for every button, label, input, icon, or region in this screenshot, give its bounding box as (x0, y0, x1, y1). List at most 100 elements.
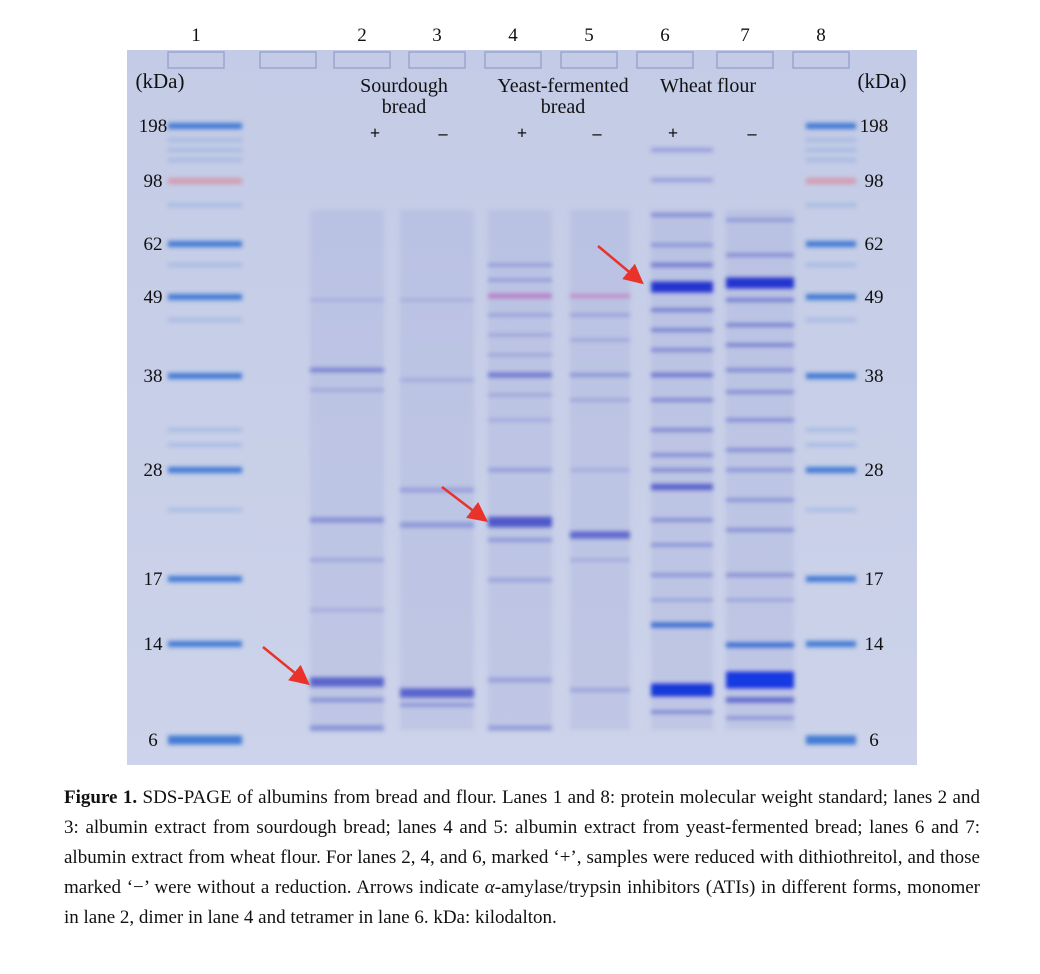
band (806, 508, 856, 512)
well (167, 51, 225, 69)
band (310, 388, 384, 392)
band (488, 278, 552, 282)
sign: + (370, 123, 380, 143)
band (726, 642, 794, 648)
band (726, 697, 794, 703)
band (806, 443, 856, 447)
group-label: Yeast-fermented (497, 75, 628, 97)
band (651, 428, 713, 432)
band (168, 148, 242, 152)
lane-number: 4 (508, 25, 518, 46)
well (792, 51, 850, 69)
caption-symbol: α (484, 877, 495, 898)
band (806, 428, 856, 432)
band (806, 576, 856, 582)
band (806, 148, 856, 152)
band (400, 688, 474, 698)
well (259, 51, 317, 69)
band (168, 641, 242, 647)
band (726, 277, 794, 289)
group-label: bread (541, 96, 585, 118)
band (310, 517, 384, 523)
band (488, 468, 552, 472)
band (400, 210, 474, 730)
band (488, 393, 552, 397)
band (310, 298, 384, 302)
band (806, 241, 856, 247)
band (168, 263, 242, 267)
band (651, 372, 713, 378)
band (570, 468, 630, 472)
band (488, 263, 552, 267)
sign: + (517, 123, 527, 143)
unit-label: (kDa) (136, 69, 185, 93)
band (806, 467, 856, 473)
band (806, 373, 856, 379)
sign: – (438, 123, 449, 143)
lane-number: 2 (357, 25, 367, 46)
band (806, 318, 856, 322)
mw-label: 28 (865, 460, 884, 481)
mw-label: 17 (144, 569, 163, 590)
mw-label: 6 (148, 730, 158, 751)
band (168, 123, 242, 129)
mw-label: 6 (869, 730, 879, 751)
band (400, 703, 474, 707)
well (560, 51, 618, 69)
band (570, 373, 630, 377)
lane-number: 5 (584, 25, 594, 46)
band (488, 538, 552, 542)
band (651, 543, 713, 547)
band (806, 138, 856, 142)
mw-label: 28 (144, 460, 163, 481)
band (488, 578, 552, 582)
band (651, 348, 713, 352)
band (168, 735, 242, 745)
sign: + (668, 123, 678, 143)
well (484, 51, 542, 69)
band (168, 467, 242, 473)
band (726, 448, 794, 452)
band (168, 508, 242, 512)
caption-label: Figure 1. (64, 787, 138, 808)
band (651, 598, 713, 602)
band (726, 573, 794, 577)
band (488, 725, 552, 731)
band (488, 418, 552, 422)
band (651, 243, 713, 247)
band (168, 576, 242, 582)
band (651, 398, 713, 402)
band (651, 710, 713, 714)
mw-label: 14 (144, 634, 164, 655)
unit-label: (kDa) (858, 69, 907, 93)
arrow (597, 245, 644, 285)
band (310, 608, 384, 612)
mw-label: 198 (139, 116, 168, 137)
caption-text: SDS-PAGE of albumins from bread and flou… (64, 787, 980, 898)
band (651, 483, 713, 491)
mw-label: 62 (144, 234, 163, 255)
band (726, 368, 794, 372)
mw-label: 49 (144, 287, 163, 308)
band (806, 294, 856, 300)
band (651, 213, 713, 217)
well (408, 51, 466, 69)
band (651, 622, 713, 628)
band (168, 443, 242, 447)
band (726, 671, 794, 689)
gel-image: 1 2 3 4 5 6 7 8 (kDa) (kDa) 198 98 62 49 38 28 17 14 6 198 9… (127, 25, 917, 765)
band (310, 210, 384, 730)
band (488, 313, 552, 317)
arrow (262, 646, 310, 686)
band (806, 123, 856, 129)
band (570, 338, 630, 342)
band (806, 263, 856, 267)
group-label: Sourdough (360, 75, 448, 97)
band (400, 378, 474, 382)
band (570, 398, 630, 402)
band (570, 688, 630, 692)
band (726, 498, 794, 502)
mw-label: 98 (865, 171, 884, 192)
sign: – (747, 123, 758, 143)
band (651, 308, 713, 312)
